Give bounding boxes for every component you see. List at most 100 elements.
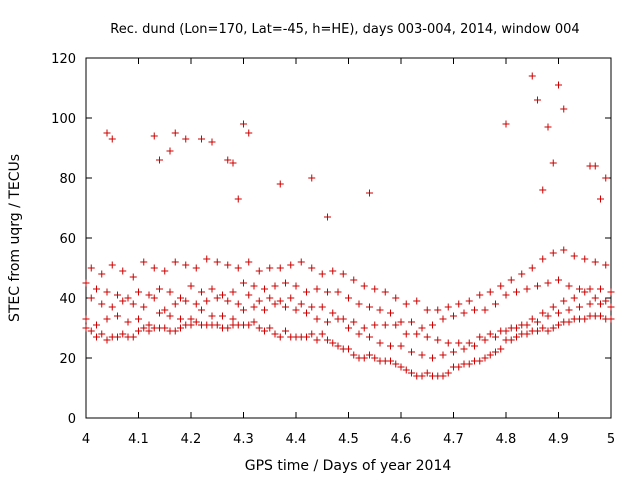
data-point	[161, 267, 169, 275]
data-point	[544, 279, 552, 287]
data-point	[135, 327, 142, 335]
data-point	[292, 306, 300, 314]
data-point	[240, 279, 247, 287]
data-point	[229, 315, 237, 323]
data-point	[549, 249, 557, 257]
data-point	[371, 321, 379, 329]
data-point	[318, 330, 326, 338]
data-point	[597, 195, 604, 203]
data-point	[297, 300, 305, 308]
data-point	[177, 315, 184, 323]
data-point	[523, 285, 531, 293]
data-point	[597, 300, 604, 308]
data-point	[313, 336, 321, 344]
data-point	[276, 180, 284, 188]
y-tick-label: 120	[51, 52, 76, 67]
data-point	[203, 297, 211, 305]
data-point	[366, 333, 373, 341]
data-point	[198, 306, 205, 314]
data-point	[507, 276, 515, 284]
data-point	[507, 324, 515, 332]
data-point	[108, 135, 116, 143]
data-point	[213, 294, 221, 302]
data-point	[528, 72, 536, 80]
data-point	[602, 174, 610, 182]
data-point	[413, 297, 421, 305]
data-point	[534, 327, 541, 335]
data-point	[397, 318, 405, 326]
data-point	[471, 306, 478, 314]
data-point	[324, 336, 331, 344]
data-point	[581, 315, 589, 323]
data-point	[339, 270, 347, 278]
data-point	[182, 135, 190, 143]
data-point	[539, 186, 547, 194]
data-point	[402, 366, 410, 374]
data-point	[276, 264, 284, 272]
data-point	[565, 282, 573, 290]
data-point	[418, 372, 426, 380]
y-axis-label: STEC from uqrg / TECUs	[7, 154, 23, 322]
data-point	[287, 261, 295, 269]
x-tick-label: 4.2	[181, 432, 202, 447]
data-point	[108, 261, 116, 269]
data-point	[103, 288, 111, 296]
data-point	[140, 324, 148, 332]
data-point	[129, 333, 137, 341]
data-point	[255, 297, 263, 305]
data-point	[240, 120, 247, 128]
data-point	[366, 303, 373, 311]
data-point	[413, 330, 421, 338]
data-point	[234, 264, 242, 272]
data-point	[93, 285, 100, 293]
x-tick-label: 5	[607, 432, 615, 447]
data-point	[387, 357, 394, 365]
data-point	[103, 129, 111, 137]
data-point	[271, 330, 279, 338]
y-tick-label: 0	[68, 412, 76, 427]
data-point	[124, 318, 132, 326]
data-point	[114, 312, 121, 320]
data-point	[171, 129, 179, 137]
data-point	[539, 324, 547, 332]
data-point	[439, 315, 447, 323]
data-point	[234, 300, 242, 308]
data-point	[266, 324, 274, 332]
data-point	[82, 324, 90, 332]
data-point	[308, 330, 316, 338]
data-point	[324, 213, 331, 221]
data-point	[397, 342, 405, 350]
x-tick-label: 4	[82, 432, 90, 447]
data-point	[408, 348, 415, 356]
data-point	[366, 189, 373, 197]
data-point	[360, 324, 368, 332]
data-point	[145, 327, 153, 335]
data-point	[513, 333, 520, 341]
data-point	[355, 300, 363, 308]
data-point	[486, 351, 494, 359]
data-point	[318, 303, 326, 311]
data-point	[82, 315, 90, 323]
data-point	[350, 351, 358, 359]
data-point	[544, 312, 552, 320]
data-point	[423, 306, 431, 314]
data-point	[187, 315, 195, 323]
data-point	[240, 306, 247, 314]
data-point	[560, 246, 568, 254]
data-point	[103, 315, 111, 323]
data-point	[93, 333, 100, 341]
data-point	[507, 336, 515, 344]
y-tick-label: 100	[51, 112, 76, 127]
data-point	[607, 303, 615, 311]
data-point	[492, 300, 499, 308]
data-point	[576, 303, 583, 311]
data-point	[182, 297, 190, 305]
x-tick-label: 4.1	[128, 432, 149, 447]
data-point	[355, 330, 363, 338]
data-point	[177, 324, 184, 332]
x-tick-label: 4.7	[443, 432, 464, 447]
data-point	[528, 315, 536, 323]
data-point	[282, 279, 289, 287]
data-point	[114, 291, 121, 299]
data-point	[93, 321, 100, 329]
